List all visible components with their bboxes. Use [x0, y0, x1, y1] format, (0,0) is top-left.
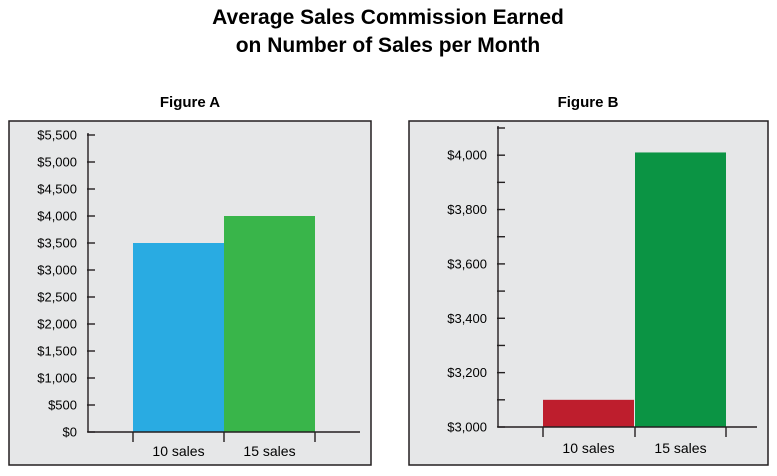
figure-a-y-tick-label: $1,000	[37, 371, 77, 386]
chart-title-line1: Average Sales Commission Earned	[212, 6, 564, 29]
figure-a-y-tick-label: $4,500	[37, 182, 77, 197]
figure-a-y-tick-label: $1,500	[37, 344, 77, 359]
figure-a-category-label: 15 sales	[243, 443, 295, 459]
figure-b-bar-10-sales	[543, 399, 634, 427]
figure-a-y-tick-label: $0	[63, 425, 77, 440]
chart-title-line2: on Number of Sales per Month	[236, 34, 541, 57]
figure-b-panel: $3,000 $3,200 $3,400 $3,600 $3,800 $4,000 10 s…	[408, 94, 769, 466]
figure-a-y-tick-label: $5,500	[37, 128, 77, 143]
figure-b-y-tick-label: $3,200	[447, 365, 487, 380]
figure-b-category-label: 15 sales	[654, 440, 706, 456]
figure-b-category-label: 10 sales	[562, 440, 614, 456]
figure-b-bar-15-sales	[635, 152, 726, 428]
figure-b-title: Figure B	[558, 94, 619, 111]
figure-a-y-tick-label: $3,500	[37, 236, 77, 251]
figure-a-bar-10-sales	[133, 243, 224, 432]
figure-a-y-tick-label: $3,000	[37, 263, 77, 278]
figure-a-title: Figure A	[160, 94, 220, 111]
figure-b-y-tick-label: $3,400	[447, 311, 487, 326]
figure-b-y-tick-label: $3,600	[447, 256, 487, 271]
figure-b-y-tick-label: $3,000	[447, 420, 487, 435]
figure-a-y-tick-label: $2,500	[37, 290, 77, 305]
figure-a-bar-15-sales	[224, 216, 315, 432]
figure-a-y-tick-label: $5,000	[37, 155, 77, 170]
figure-a-y-tick-label: $2,000	[37, 317, 77, 332]
figure-b-y-tick-label: $4,000	[447, 148, 487, 163]
figure-a-category-label: 10 sales	[152, 443, 204, 459]
figure-a-panel: $0 $500 $1,000 $1,500 $2,000 $2,500 $3,000 $3,5…	[8, 94, 372, 466]
figure-a-y-tick-label: $4,000	[37, 209, 77, 224]
figure-b-y-tick-label: $3,800	[447, 202, 487, 217]
figure-a-y-tick-label: $500	[48, 398, 77, 413]
